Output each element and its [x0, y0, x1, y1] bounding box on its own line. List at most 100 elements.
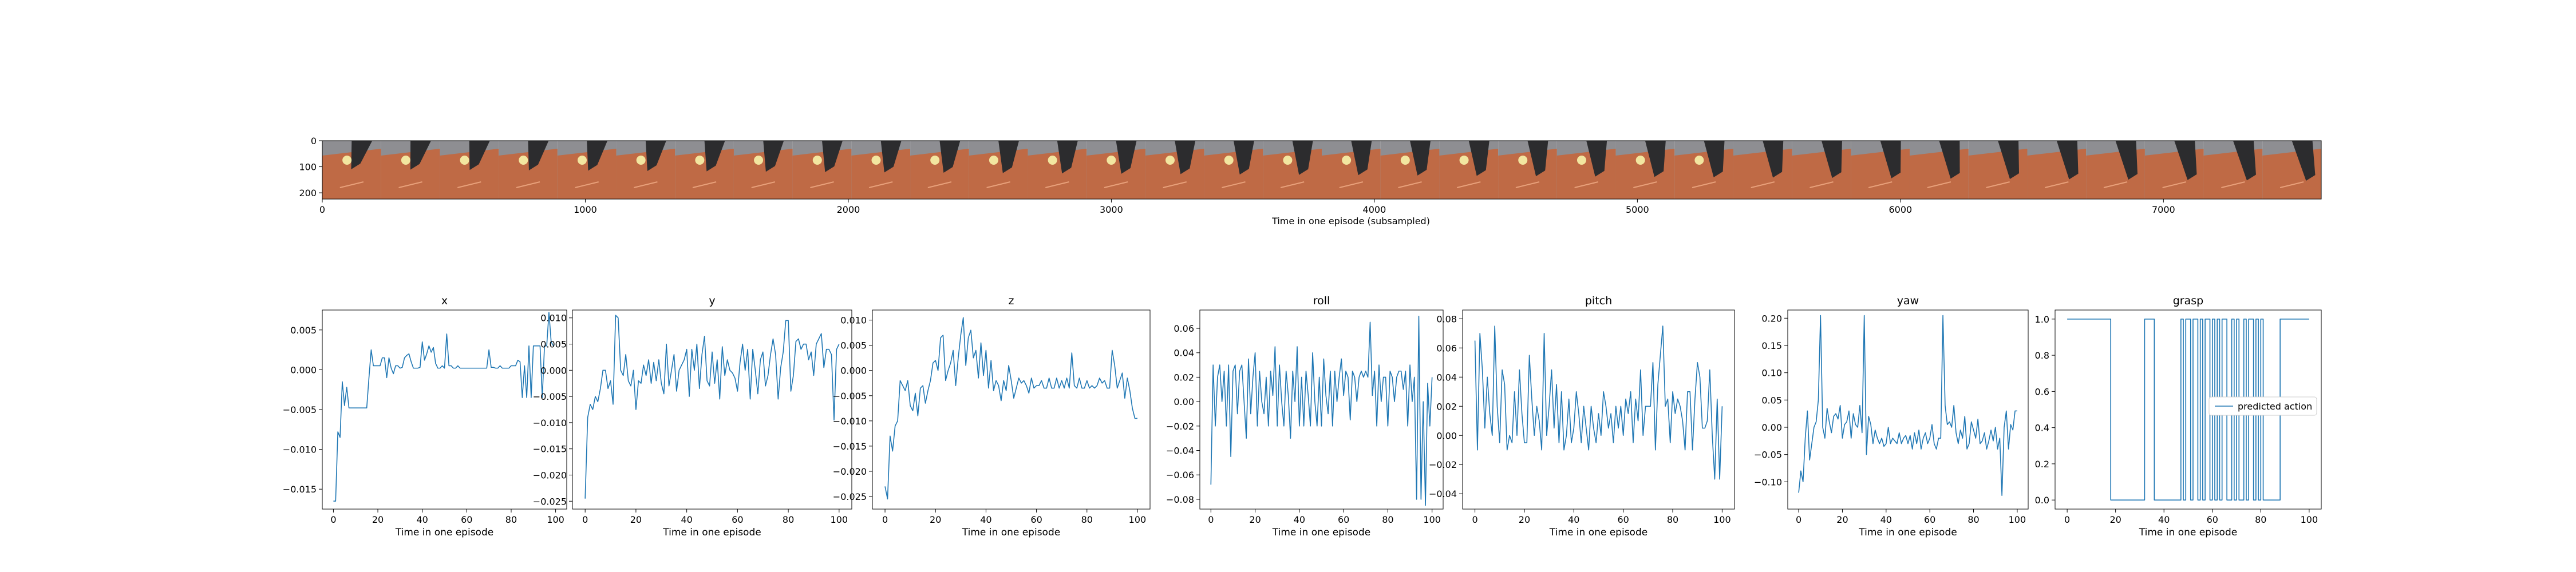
frame-robot-arm	[1763, 141, 1784, 178]
ytick-label: 0.02	[1436, 401, 1457, 412]
episode-frame	[322, 141, 381, 199]
frame-highlight	[339, 181, 364, 188]
frame-highlight	[457, 181, 481, 188]
subplot-xlabel: Time in one episode	[962, 527, 1060, 538]
frame-robot-arm	[528, 141, 549, 170]
frame-robot-arm	[587, 141, 608, 171]
xtick-label: 0	[2064, 514, 2070, 525]
frame-robot-arm	[2291, 141, 2316, 181]
frame-highlight	[868, 181, 893, 188]
ytick-label: −0.015	[833, 441, 867, 452]
frame-robot-arm	[1292, 141, 1313, 175]
subplot-title: roll	[1313, 295, 1330, 307]
frame-robot-arm	[1645, 141, 1666, 177]
frame-robot-arm	[1586, 141, 1607, 177]
strip-xtick-label: 1000	[574, 204, 597, 215]
ytick-label: −0.06	[1166, 470, 1194, 480]
frame-robot-arm	[1527, 141, 1548, 177]
ytick-label: −0.005	[283, 404, 317, 415]
frame-robot-arm	[1939, 141, 1960, 179]
frame-table	[1674, 149, 1733, 199]
xtick-label: 60	[461, 514, 472, 525]
frame-highlight	[927, 181, 952, 188]
frame-ball	[1459, 156, 1469, 165]
ytick-label: −0.05	[1754, 450, 1782, 460]
frame-highlight	[1339, 181, 1364, 188]
frame-robot-arm	[1410, 141, 1431, 176]
episode-frame	[1556, 141, 1616, 199]
episode-frame	[1263, 141, 1322, 199]
frame-table	[675, 149, 734, 199]
ytick-label: 0.10	[1761, 368, 1782, 379]
frame-table	[616, 149, 675, 199]
xtick-label: 0	[1208, 514, 1214, 525]
frame-table	[322, 149, 381, 199]
frame-robot-arm	[469, 141, 490, 170]
xtick-label: 80	[1081, 514, 1093, 525]
episode-frame	[851, 141, 911, 199]
ytick-label: 0.005	[840, 340, 867, 351]
xtick-label: 80	[783, 514, 794, 525]
ytick-label: 0.02	[1174, 372, 1194, 383]
subplot-xlabel: Time in one episode	[395, 527, 493, 538]
ytick-label: 0.08	[1436, 313, 1457, 324]
episode-frame	[1615, 141, 1675, 199]
frame-table	[1086, 149, 1145, 199]
plot-frame	[872, 309, 1151, 510]
episode-frame	[1674, 141, 1733, 199]
frame-ball	[1107, 156, 1116, 165]
frame-table	[1792, 149, 1851, 199]
frame-highlight	[1751, 181, 1775, 188]
frame-highlight	[1163, 181, 1187, 188]
frame-highlight	[1633, 181, 1657, 188]
frame-ball	[577, 156, 587, 165]
frame-highlight	[810, 181, 834, 188]
series-line	[1210, 315, 1433, 506]
frame-ball	[989, 156, 998, 165]
xtick-label: 20	[2110, 514, 2121, 525]
subplot-title: z	[1009, 295, 1014, 307]
frame-ball	[695, 156, 705, 165]
frame-robot-arm	[1351, 141, 1372, 176]
plot-frame	[1462, 309, 1735, 510]
frame-robot-arm	[998, 141, 1020, 173]
series-line	[2067, 319, 2309, 500]
frame-ball	[871, 156, 881, 165]
ytick-label: −0.025	[833, 491, 867, 502]
frame-highlight	[1927, 181, 1951, 188]
frame-highlight	[1809, 181, 1834, 188]
strip-ytick-label: 0	[311, 136, 317, 146]
strip-xtick-label: 6000	[1888, 204, 1912, 215]
frame-robot-arm	[1468, 141, 1490, 176]
xtick-label: 0	[330, 514, 336, 525]
episode-frame	[1910, 141, 1969, 199]
frame-ball	[342, 156, 352, 165]
frame-robot-arm	[763, 141, 784, 172]
ytick-label: −0.08	[1166, 494, 1194, 505]
ytick-label: −0.020	[533, 470, 567, 480]
episode-frame	[381, 141, 440, 199]
frame-strip-axes: Time in one episode (subsampled) 0 1000 20…	[299, 136, 2322, 227]
xtick-label: 0	[1796, 514, 1801, 525]
subplot-yaw: yaw 0 20 40 60 80 100 −0.10 −0.05 0.00 0.05 0.10 0.1…	[1754, 295, 2029, 538]
frame-table	[381, 149, 440, 199]
xtick-label: 20	[930, 514, 941, 525]
frame-highlight	[751, 181, 776, 188]
frame-table	[910, 149, 969, 199]
series-line	[884, 317, 1137, 500]
subplot-pitch: pitch 0 20 40 60 80 100 −0.04 −0.02 0.00 0.02 0.04 0…	[1429, 295, 1735, 538]
xtick-label: 100	[831, 514, 848, 525]
frame-ball	[1577, 156, 1586, 165]
frame-ball	[812, 156, 822, 165]
frame-robot-arm	[1998, 141, 2020, 179]
episode-frame	[910, 141, 969, 199]
series-line	[1474, 325, 1723, 480]
frame-table	[1322, 149, 1381, 199]
episode-frame	[1968, 141, 2028, 199]
episode-frame	[2086, 141, 2145, 199]
xtick-label: 20	[1249, 514, 1261, 525]
episode-frame	[675, 141, 734, 199]
frame-ball	[754, 156, 764, 165]
frame-robot-arm	[704, 141, 725, 172]
frame-ball	[519, 156, 528, 165]
